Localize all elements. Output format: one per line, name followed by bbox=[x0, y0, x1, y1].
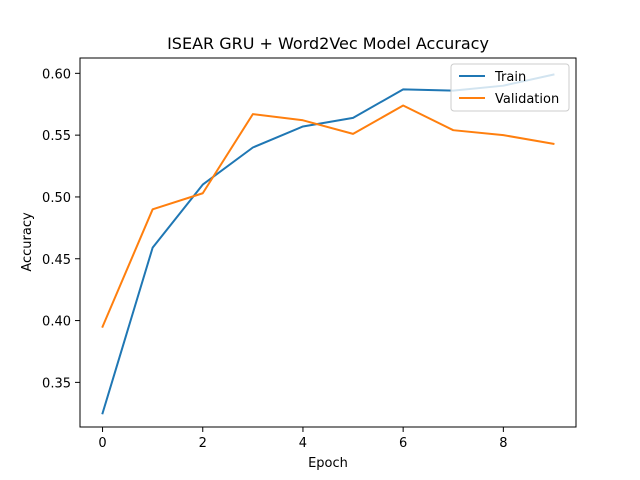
y-tick-label: 0.50 bbox=[42, 191, 71, 206]
y-axis-label: Accuracy bbox=[20, 212, 35, 272]
y-tick-label: 0.35 bbox=[42, 376, 71, 391]
y-tick-label: 0.60 bbox=[42, 67, 71, 82]
x-axis-label: Epoch bbox=[308, 456, 348, 471]
x-axis: 0 2 4 6 8 bbox=[98, 427, 507, 451]
x-tick-label: 6 bbox=[399, 436, 407, 451]
legend-label-train: Train bbox=[494, 70, 526, 85]
y-axis: 0.35 0.40 0.45 0.50 0.55 0.60 bbox=[42, 67, 80, 391]
legend: Train Validation bbox=[450, 63, 570, 112]
x-tick-label: 8 bbox=[499, 436, 507, 451]
plot-area-frame bbox=[79, 57, 577, 428]
x-tick-label: 4 bbox=[299, 436, 307, 451]
y-tick-label: 0.40 bbox=[42, 315, 71, 330]
chart-title: ISEAR GRU + Word2Vec Model Accuracy bbox=[167, 34, 489, 53]
x-tick-label: 2 bbox=[199, 436, 207, 451]
y-tick-label: 0.45 bbox=[42, 253, 71, 268]
series-line-validation bbox=[101, 104, 555, 329]
y-tick-label: 0.55 bbox=[42, 129, 71, 144]
x-tick-label: 0 bbox=[98, 436, 106, 451]
legend-label-validation: Validation bbox=[495, 92, 559, 107]
